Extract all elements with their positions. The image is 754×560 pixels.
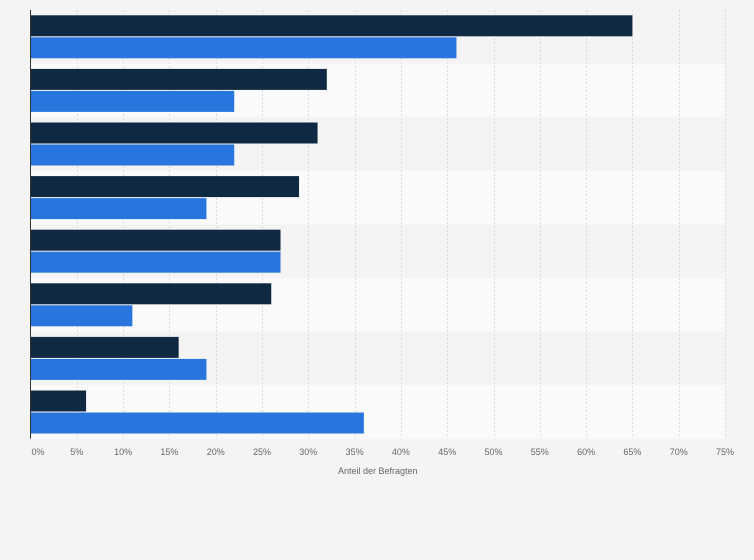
x-tick-label: 30% bbox=[299, 447, 317, 457]
x-tick-label: 0% bbox=[32, 447, 45, 457]
bar bbox=[30, 251, 281, 273]
bar bbox=[30, 176, 300, 198]
x-tick-label: 60% bbox=[577, 447, 595, 457]
x-tick-label: 45% bbox=[438, 447, 456, 457]
bar bbox=[30, 144, 235, 166]
bar bbox=[30, 305, 133, 327]
x-tick-label: 15% bbox=[160, 447, 178, 457]
x-axis-ticks: 0% 5% 10% 15% 20% 25% 30% 35% 40% 45% 50% 55% 60% 65%… bbox=[32, 447, 735, 457]
bar bbox=[30, 390, 87, 412]
bar bbox=[30, 37, 457, 59]
x-tick-label: 70% bbox=[670, 447, 688, 457]
bar bbox=[30, 90, 235, 112]
bar bbox=[30, 229, 281, 251]
bar bbox=[30, 198, 207, 220]
bar bbox=[30, 358, 207, 380]
bar bbox=[30, 283, 272, 305]
x-tick-label: 55% bbox=[531, 447, 549, 457]
bar bbox=[30, 15, 633, 37]
x-tick-label: 25% bbox=[253, 447, 271, 457]
bar bbox=[30, 68, 327, 90]
x-tick-label: 5% bbox=[70, 447, 83, 457]
bar bbox=[30, 412, 364, 434]
bar bbox=[30, 122, 318, 144]
bars bbox=[30, 15, 633, 434]
x-axis-title: Anteil der Befragten bbox=[338, 466, 418, 476]
x-tick-label: 40% bbox=[392, 447, 410, 457]
x-tick-label: 75% bbox=[716, 447, 734, 457]
x-tick-label: 20% bbox=[207, 447, 225, 457]
x-tick-label: 50% bbox=[484, 447, 502, 457]
x-tick-label: 65% bbox=[623, 447, 641, 457]
bar bbox=[30, 336, 179, 358]
x-tick-label: 10% bbox=[114, 447, 132, 457]
x-tick-label: 35% bbox=[346, 447, 364, 457]
